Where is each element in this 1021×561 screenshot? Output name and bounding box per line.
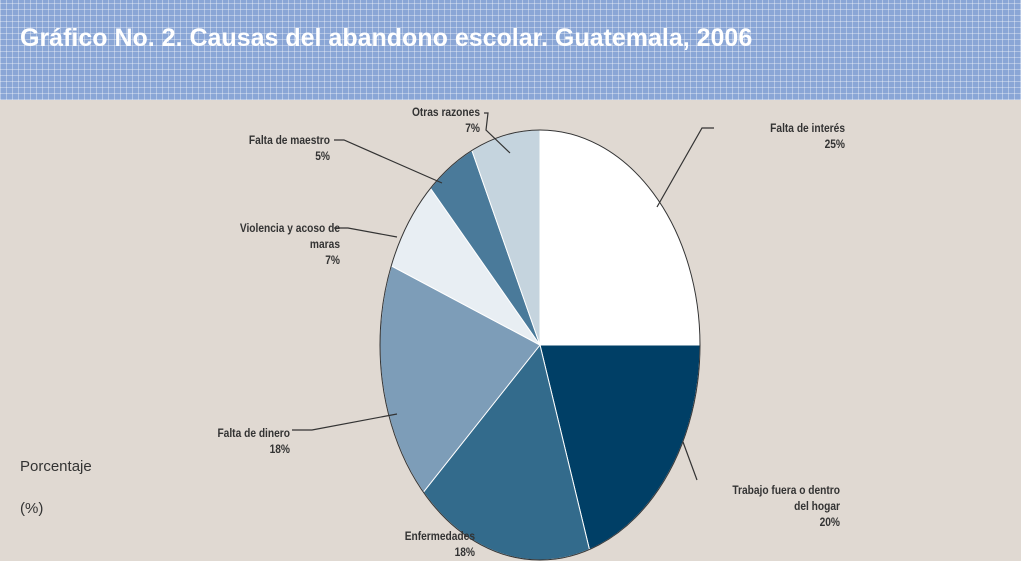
leader-line: [334, 227, 398, 238]
value-label: 18%: [269, 442, 290, 456]
slice-label: Violencia y acoso de maras 7%: [213, 220, 340, 268]
pie-slice: [539, 129, 701, 346]
slice-label: Trabajo fuera o dentro del hogar 20%: [721, 482, 840, 530]
slice-label: Otras razones 7%: [353, 104, 480, 136]
category-label: Falta de interés: [770, 121, 845, 135]
leader-line: [292, 413, 398, 431]
slice-label: Enfermedades 18%: [373, 528, 475, 560]
chart-title: Gráfico No. 2. Causas del abandono escol…: [20, 24, 753, 52]
slice-label: Falta de maestro 5%: [203, 132, 330, 164]
leader-line: [484, 112, 511, 154]
category-label: Otras razones: [411, 105, 480, 119]
value-label: 7%: [465, 121, 480, 135]
category-label: Violencia y acoso de maras: [239, 221, 340, 251]
value-label: 18%: [454, 545, 475, 559]
category-label: Falta de dinero: [217, 426, 290, 440]
value-label: 20%: [819, 515, 840, 529]
leader-line: [656, 127, 714, 208]
category-label: Enfermedades: [404, 529, 475, 543]
leader-line: [334, 139, 443, 184]
y-label: Porcentaje: [20, 458, 92, 475]
title-banner: Gráfico No. 2. Causas del abandono escol…: [0, 0, 1021, 100]
category-label: Trabajo fuera o dentro del hogar: [732, 483, 840, 513]
value-label: 5%: [315, 149, 330, 163]
value-label: 25%: [824, 137, 845, 151]
leader-line: [682, 441, 698, 481]
pie-outline: [379, 129, 701, 561]
unit-label: (%): [20, 500, 44, 517]
category-label: Falta de maestro: [248, 133, 330, 147]
slice-label: Falta de interés 25%: [718, 120, 845, 152]
slice-label: Falta de dinero 18%: [163, 425, 290, 457]
value-label: 7%: [325, 253, 340, 267]
